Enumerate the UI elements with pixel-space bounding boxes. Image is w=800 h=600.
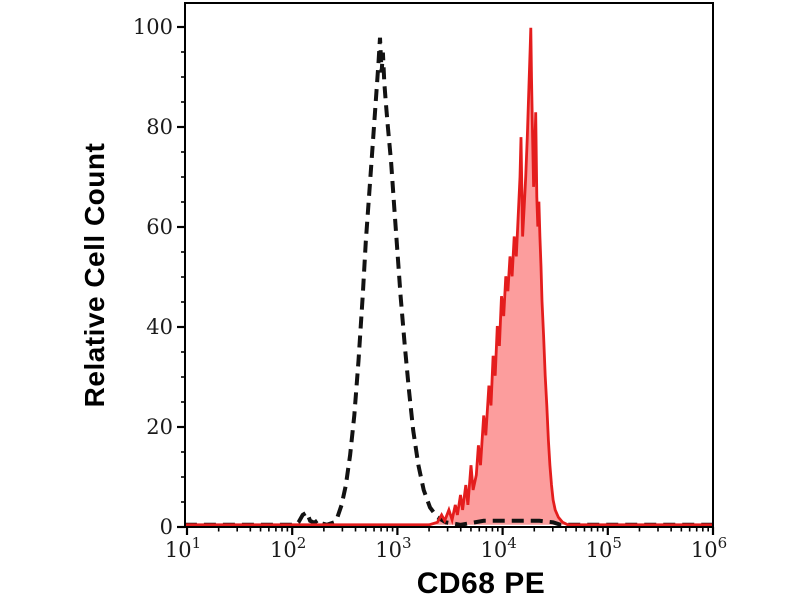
x-axis-title: CD68 PE — [416, 567, 546, 600]
x-tick-label: 106 — [691, 534, 727, 562]
y-tick-label: 100 — [133, 15, 173, 39]
plot-border — [184, 2, 714, 528]
control-dashed-curve — [184, 37, 713, 527]
y-tick-label: 20 — [146, 415, 173, 439]
x-tick-label: 103 — [375, 534, 411, 562]
x-tick-label: 105 — [586, 534, 622, 562]
y-axis-title: Relative Cell Count — [79, 142, 110, 408]
x-tick-label: 102 — [270, 534, 306, 562]
y-tick-label: 40 — [146, 315, 173, 339]
x-tick-label: 101 — [165, 534, 201, 562]
stained-curve — [184, 27, 713, 527]
stained-area-fill — [184, 27, 713, 525]
y-tick-label: 80 — [146, 115, 173, 139]
x-tick-label: 104 — [480, 534, 516, 562]
y-tick-label: 60 — [146, 215, 173, 239]
y-tick-label: 0 — [160, 515, 173, 539]
